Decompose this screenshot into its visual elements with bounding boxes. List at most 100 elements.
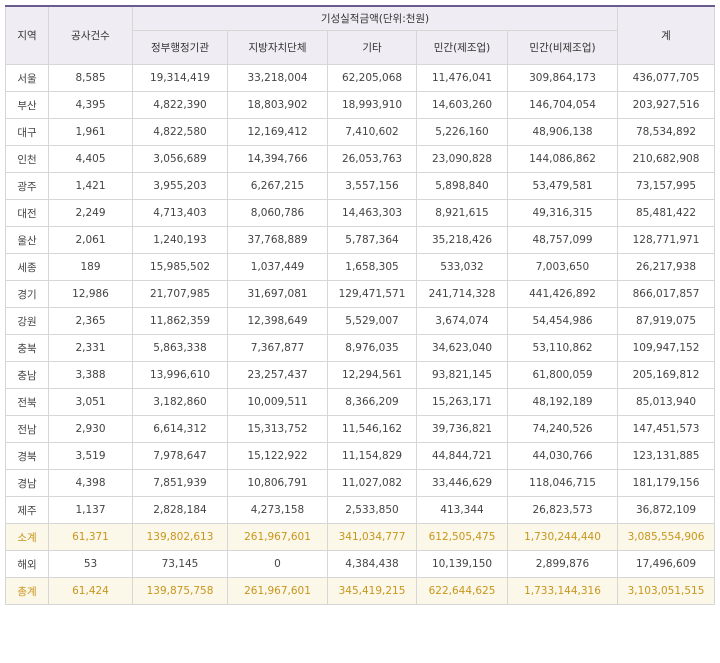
local-government-cell: 8,060,786: [227, 199, 328, 227]
local-government-cell: 18,803,902: [227, 91, 328, 119]
count-cell: 3,051: [48, 388, 133, 416]
header-other: 기타: [327, 30, 417, 65]
private-manufacturing-cell: 33,446,629: [416, 469, 508, 497]
local-government-cell: 12,169,412: [227, 118, 328, 146]
table-row: 경남 4,398 7,851,939 10,806,791 11,027,082 33,4…: [5, 469, 715, 497]
total-row: 총계 61,424 139,875,758 261,967,601 345,419,21…: [5, 577, 715, 605]
private-manufacturing-cell: 34,623,040: [416, 334, 508, 362]
government-cell: 7,851,939: [132, 469, 228, 497]
local-government-cell: 261,967,601: [227, 577, 328, 605]
other-cell: 2,533,850: [327, 496, 417, 524]
header-government: 정부행정기관: [132, 30, 228, 65]
total-cell: 3,085,554,906: [617, 523, 715, 551]
total-cell: 109,947,152: [617, 334, 715, 362]
count-cell: 12,986: [48, 280, 133, 308]
table-row: 인천 4,405 3,056,689 14,394,766 26,053,763 23,0…: [5, 145, 715, 173]
header-region: 지역: [5, 5, 49, 65]
other-cell: 4,384,438: [327, 550, 417, 578]
private-non-manufacturing-cell: 2,899,876: [507, 550, 618, 578]
government-cell: 13,996,610: [132, 361, 228, 389]
total-cell: 36,872,109: [617, 496, 715, 524]
private-non-manufacturing-cell: 1,730,244,440: [507, 523, 618, 551]
private-manufacturing-cell: 533,032: [416, 253, 508, 281]
region-cell: 광주: [5, 172, 49, 200]
private-non-manufacturing-cell: 53,110,862: [507, 334, 618, 362]
header-count: 공사건수: [48, 5, 133, 65]
count-cell: 61,424: [48, 577, 133, 605]
region-cell: 충북: [5, 334, 49, 362]
private-manufacturing-cell: 5,226,160: [416, 118, 508, 146]
region-cell: 부산: [5, 91, 49, 119]
total-cell: 436,077,705: [617, 64, 715, 92]
local-government-cell: 15,122,922: [227, 442, 328, 470]
count-cell: 2,249: [48, 199, 133, 227]
government-cell: 7,978,647: [132, 442, 228, 470]
government-cell: 5,863,338: [132, 334, 228, 362]
government-cell: 4,713,403: [132, 199, 228, 227]
local-government-cell: 261,967,601: [227, 523, 328, 551]
private-manufacturing-cell: 5,898,840: [416, 172, 508, 200]
total-cell: 866,017,857: [617, 280, 715, 308]
region-cell: 충남: [5, 361, 49, 389]
local-government-cell: 23,257,437: [227, 361, 328, 389]
private-non-manufacturing-cell: 118,046,715: [507, 469, 618, 497]
other-cell: 341,034,777: [327, 523, 417, 551]
other-cell: 18,993,910: [327, 91, 417, 119]
local-government-cell: 6,267,215: [227, 172, 328, 200]
government-cell: 73,145: [132, 550, 228, 578]
region-cell: 해외: [5, 550, 49, 578]
table-row: 대전 2,249 4,713,403 8,060,786 14,463,303 8,921…: [5, 199, 715, 227]
government-cell: 21,707,985: [132, 280, 228, 308]
region-cell: 전북: [5, 388, 49, 416]
local-government-cell: 10,009,511: [227, 388, 328, 416]
private-manufacturing-cell: 612,505,475: [416, 523, 508, 551]
private-manufacturing-cell: 14,603,260: [416, 91, 508, 119]
local-government-cell: 1,037,449: [227, 253, 328, 281]
table-body: 서울 8,585 19,314,419 33,218,004 62,205,068 11,…: [5, 64, 715, 605]
total-cell: 203,927,516: [617, 91, 715, 119]
government-cell: 3,056,689: [132, 145, 228, 173]
local-government-cell: 12,398,649: [227, 307, 328, 335]
table-row: 제주 1,137 2,828,184 4,273,158 2,533,850 413,34…: [5, 496, 715, 524]
government-cell: 4,822,390: [132, 91, 228, 119]
region-cell: 제주: [5, 496, 49, 524]
private-manufacturing-cell: 93,821,145: [416, 361, 508, 389]
other-cell: 5,787,364: [327, 226, 417, 254]
private-manufacturing-cell: 11,476,041: [416, 64, 508, 92]
total-cell: 3,103,051,515: [617, 577, 715, 605]
private-non-manufacturing-cell: 144,086,862: [507, 145, 618, 173]
local-government-cell: 37,768,889: [227, 226, 328, 254]
private-non-manufacturing-cell: 54,454,986: [507, 307, 618, 335]
private-manufacturing-cell: 10,139,150: [416, 550, 508, 578]
government-cell: 139,802,613: [132, 523, 228, 551]
count-cell: 2,061: [48, 226, 133, 254]
region-cell: 대전: [5, 199, 49, 227]
region-cell: 경북: [5, 442, 49, 470]
local-government-cell: 4,273,158: [227, 496, 328, 524]
table-header: 지역 공사건수 기성실적금액(단위:천원) 계 정부행정기관 지방자치단체 기타…: [5, 5, 715, 65]
other-cell: 11,546,162: [327, 415, 417, 443]
count-cell: 53: [48, 550, 133, 578]
table-row: 서울 8,585 19,314,419 33,218,004 62,205,068 11,…: [5, 64, 715, 92]
total-cell: 123,131,885: [617, 442, 715, 470]
table-row: 충남 3,388 13,996,610 23,257,437 12,294,561 93,…: [5, 361, 715, 389]
table-row: 경북 3,519 7,978,647 15,122,922 11,154,829 44,8…: [5, 442, 715, 470]
region-cell: 인천: [5, 145, 49, 173]
private-non-manufacturing-cell: 53,479,581: [507, 172, 618, 200]
count-cell: 4,405: [48, 145, 133, 173]
count-cell: 3,388: [48, 361, 133, 389]
table-row: 부산 4,395 4,822,390 18,803,902 18,993,910 14,6…: [5, 91, 715, 119]
government-cell: 3,182,860: [132, 388, 228, 416]
government-cell: 4,822,580: [132, 118, 228, 146]
other-cell: 8,366,209: [327, 388, 417, 416]
total-cell: 210,682,908: [617, 145, 715, 173]
total-cell: 147,451,573: [617, 415, 715, 443]
region-cell: 총계: [5, 577, 49, 605]
private-non-manufacturing-cell: 44,030,766: [507, 442, 618, 470]
table-row: 전남 2,930 6,614,312 15,313,752 11,546,162 39,7…: [5, 415, 715, 443]
private-non-manufacturing-cell: 74,240,526: [507, 415, 618, 443]
region-cell: 전남: [5, 415, 49, 443]
overseas-row: 해외 53 73,145 0 4,384,438 10,139,150 2,899,876 1…: [5, 550, 715, 578]
count-cell: 8,585: [48, 64, 133, 92]
government-cell: 15,985,502: [132, 253, 228, 281]
